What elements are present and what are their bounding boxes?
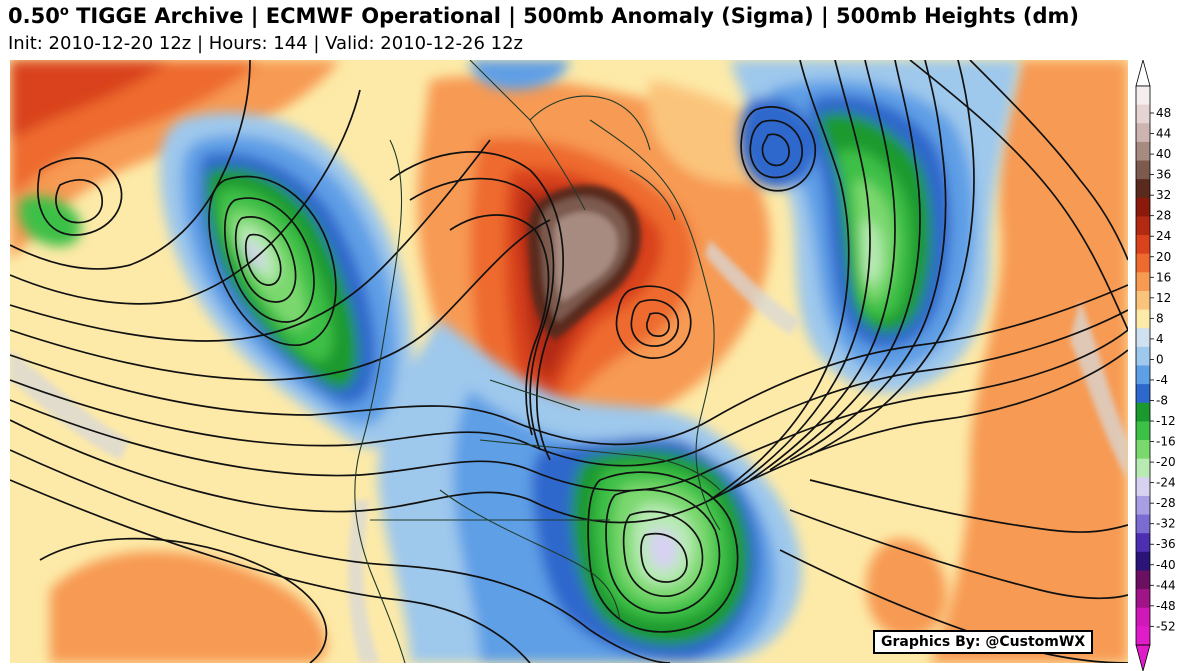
colorbar-block <box>1136 309 1150 329</box>
height-contours <box>10 60 1128 663</box>
colorbar-block <box>1136 179 1150 199</box>
colorbar-tick-label: -4 <box>1156 373 1168 387</box>
colorbar-block <box>1136 216 1150 236</box>
colorbar-tick-label: -20 <box>1156 455 1176 469</box>
greenland-ridge-core <box>527 184 641 340</box>
colorbar-tick-label: 16 <box>1156 270 1171 284</box>
colorbar-tick-label: -8 <box>1156 393 1168 407</box>
colorbar-block <box>1136 551 1150 571</box>
colorbar-block <box>1136 514 1150 534</box>
colorbar-block <box>1136 570 1150 590</box>
colorbar-tick-label: 28 <box>1156 209 1171 223</box>
colorbar-block <box>1136 458 1150 478</box>
credit-label: Graphics By: @CustomWX <box>873 630 1094 654</box>
colorbar-tick-label: 24 <box>1156 229 1171 243</box>
colorbar-block <box>1136 495 1150 516</box>
colorbar-block <box>1136 365 1150 385</box>
colorbar-tick-label: -24 <box>1156 476 1176 490</box>
colorbar-tick-label: 4 <box>1156 332 1164 346</box>
colorbar-tick-label: -40 <box>1156 558 1176 572</box>
negative-anomaly-fill <box>19 60 1020 663</box>
colorbar-blocks <box>1135 60 1151 671</box>
colorbar-bottom-cap <box>1135 644 1151 671</box>
colorbar-block <box>1136 607 1150 627</box>
colorbar-block <box>1136 272 1150 292</box>
colorbar-block <box>1136 346 1150 366</box>
colorbar-block <box>1136 477 1150 497</box>
colorbar-tick-label: 32 <box>1156 188 1171 202</box>
colorbar-block <box>1136 104 1150 124</box>
chart-title: 0.50o TIGGE Archive | ECMWF Operational … <box>8 4 1080 28</box>
colorbar-block <box>1136 384 1150 404</box>
colorbar-tick-label: 20 <box>1156 250 1171 264</box>
colorbar-tick-label: -48 <box>1156 599 1176 613</box>
colorbar-tick-label: 48 <box>1156 106 1171 120</box>
colorbar-block <box>1136 123 1150 143</box>
colorbar-block <box>1136 290 1150 311</box>
colorbar-tick-label: -12 <box>1156 414 1176 428</box>
colorbar-tick-label: -28 <box>1156 496 1176 510</box>
colorbar-block <box>1136 440 1150 460</box>
colorbar-block <box>1136 402 1150 422</box>
colorbar-tick-label: -52 <box>1156 619 1176 633</box>
colorbar-ticks: 48444036322824201612840-4-8-12-16-20-24-… <box>1150 106 1176 633</box>
colorbar-block <box>1136 86 1150 106</box>
chart-subtitle: Init: 2010-12-20 12z | Hours: 144 | Vali… <box>8 33 523 54</box>
colorbar-tick-label: 12 <box>1156 291 1171 305</box>
colorbar-block <box>1136 235 1150 255</box>
colorbar-tick-label: -44 <box>1156 578 1176 592</box>
colorbar-block <box>1136 328 1150 348</box>
colorbar-tick-label: -32 <box>1156 517 1176 531</box>
coastlines <box>354 60 721 663</box>
anomaly-map <box>10 60 1128 663</box>
colorbar-tick-label: 36 <box>1156 168 1171 182</box>
colorbar-block <box>1136 141 1150 162</box>
colorbar-block <box>1136 589 1150 609</box>
colorbar-tick-label: 0 <box>1156 352 1164 366</box>
colorbar-tick-label: 44 <box>1156 127 1171 141</box>
colorbar: 48444036322824201612840-4-8-12-16-20-24-… <box>1135 60 1176 671</box>
colorbar-tick-label: 40 <box>1156 147 1171 161</box>
colorbar-block <box>1136 533 1150 553</box>
colorbar-tick-label: 8 <box>1156 311 1164 325</box>
colorbar-top-cap <box>1135 60 1151 87</box>
colorbar-block <box>1136 421 1150 441</box>
colorbar-border <box>1135 85 1151 646</box>
colorbar-block <box>1136 197 1150 217</box>
colorbar-tick-label: -16 <box>1156 435 1176 449</box>
colorbar-block <box>1136 160 1150 180</box>
colorbar-block <box>1136 253 1150 273</box>
colorbar-block <box>1136 626 1150 646</box>
colorbar-tick-label: -36 <box>1156 537 1176 551</box>
